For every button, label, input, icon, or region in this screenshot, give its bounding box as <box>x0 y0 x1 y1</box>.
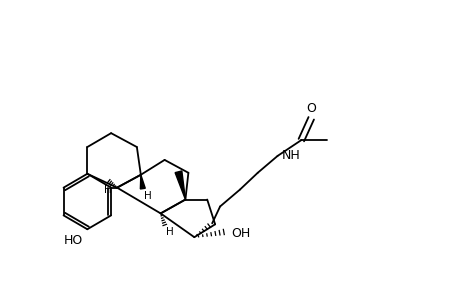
Text: NH: NH <box>281 149 300 162</box>
Text: OH: OH <box>230 227 250 240</box>
Text: O: O <box>306 102 315 115</box>
Text: H: H <box>144 190 151 201</box>
Polygon shape <box>140 175 145 189</box>
Text: H: H <box>165 227 173 237</box>
Text: HO: HO <box>64 234 83 247</box>
Polygon shape <box>175 171 185 200</box>
Text: H: H <box>104 184 112 195</box>
